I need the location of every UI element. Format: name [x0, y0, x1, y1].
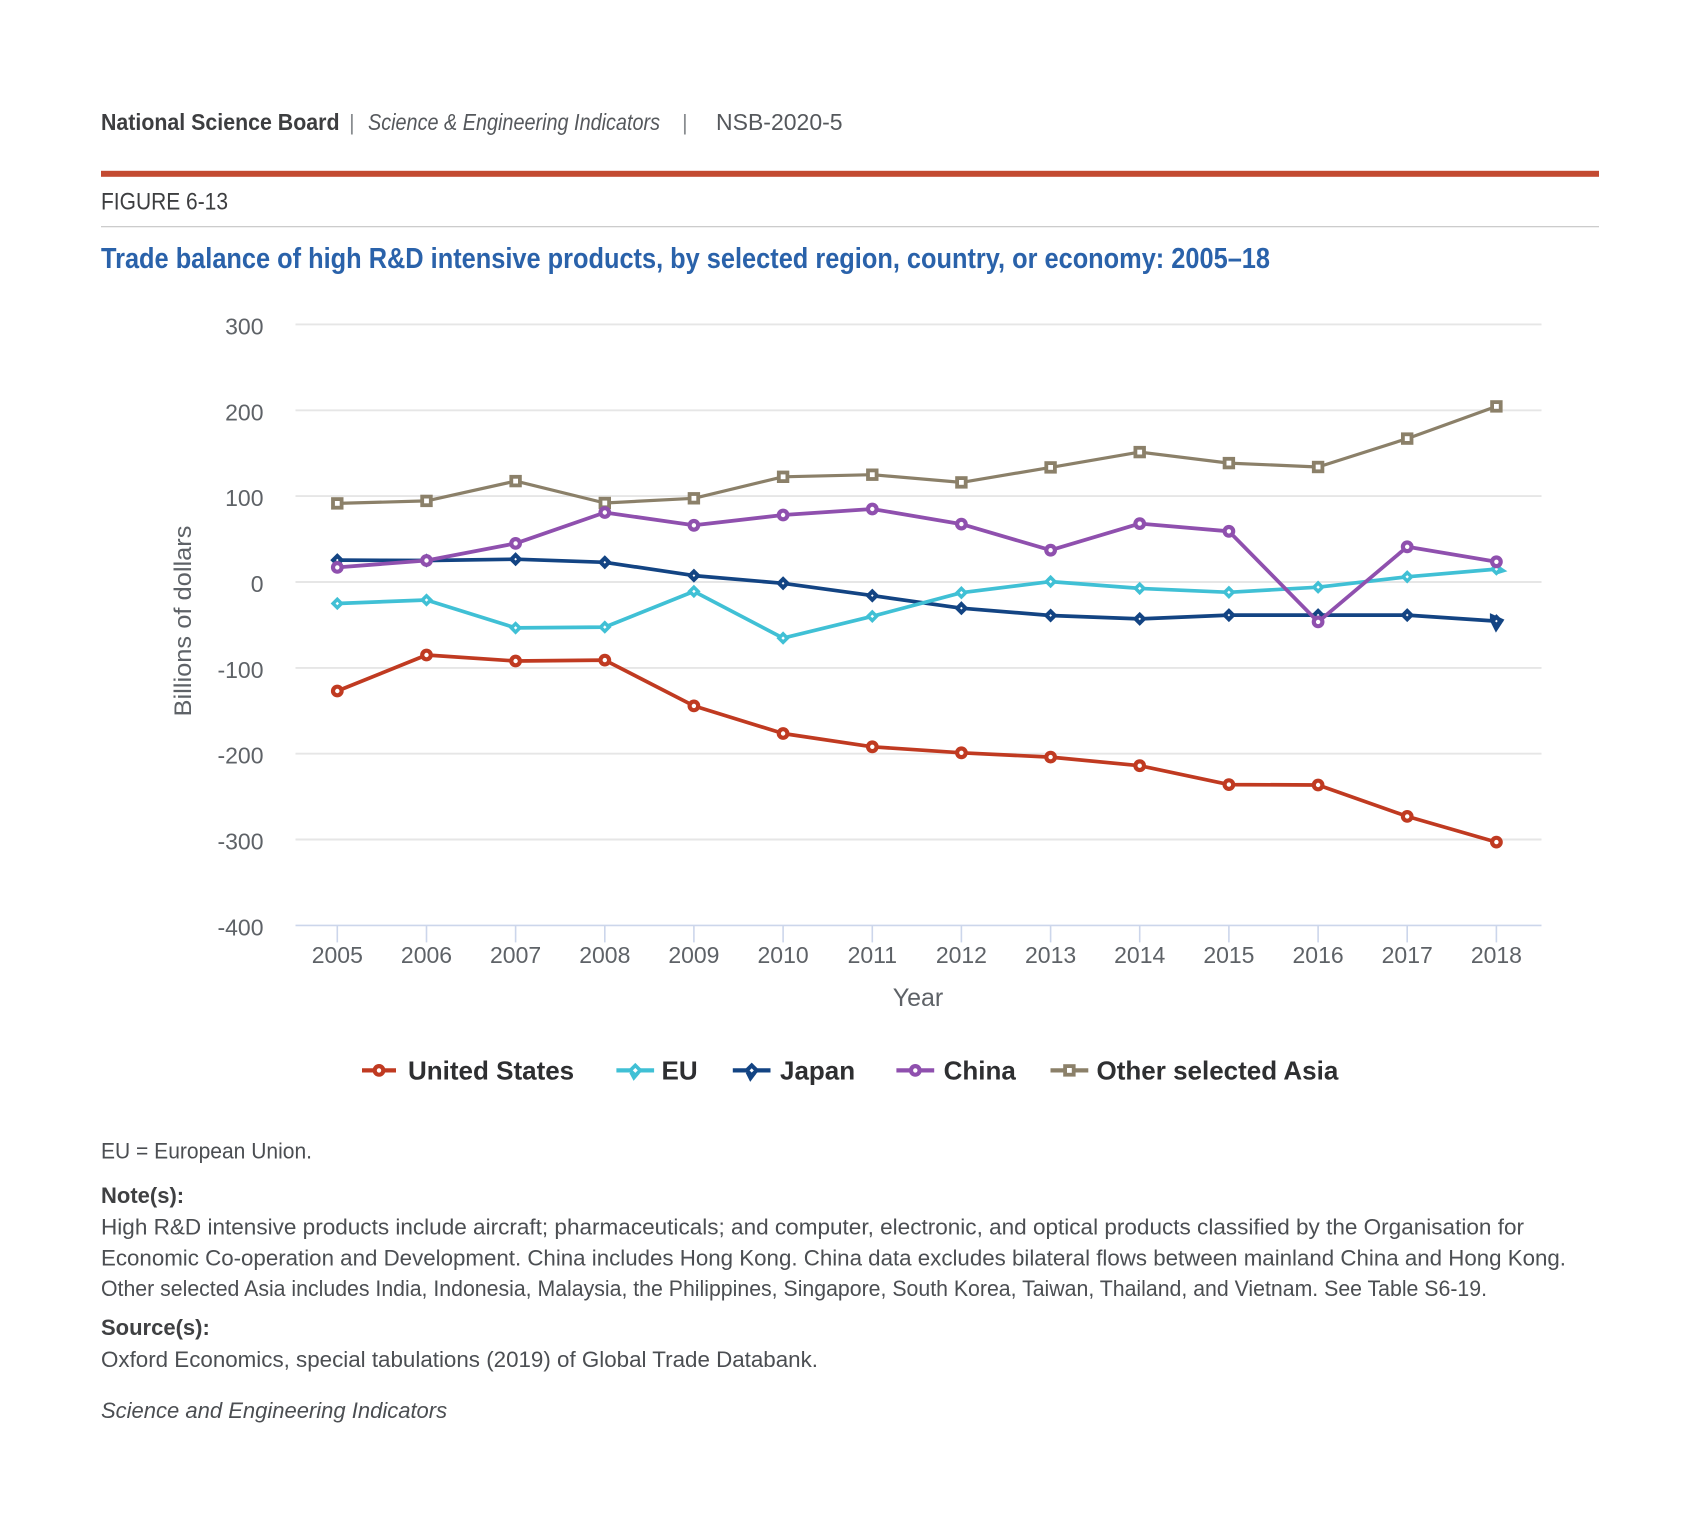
svg-text:-400: -400 [217, 914, 263, 940]
svg-text:2014: 2014 [1114, 942, 1165, 968]
svg-text:2006: 2006 [401, 942, 452, 968]
svg-text:2017: 2017 [1382, 942, 1433, 968]
svg-text:2007: 2007 [490, 942, 541, 968]
svg-text:Trade balance of high R&D inte: Trade balance of high R&D intensive prod… [101, 243, 1270, 275]
svg-text:2008: 2008 [579, 942, 630, 968]
svg-text:Note(s):: Note(s): [101, 1183, 184, 1208]
svg-text:Year: Year [893, 984, 944, 1012]
svg-text:Other selected Asia: Other selected Asia [1097, 1055, 1339, 1085]
svg-text:-100: -100 [217, 657, 263, 683]
svg-text:EU: EU [662, 1055, 698, 1085]
svg-text:Japan: Japan [780, 1055, 855, 1085]
svg-text:2012: 2012 [936, 942, 987, 968]
svg-text:0: 0 [251, 571, 264, 597]
svg-text:2015: 2015 [1203, 942, 1254, 968]
svg-text:EU = European Union.: EU = European Union. [101, 1139, 312, 1164]
svg-text:Science and Engineering Indica: Science and Engineering Indicators [101, 1398, 447, 1423]
svg-text:Other selected Asia includes I: Other selected Asia includes India, Indo… [101, 1276, 1487, 1301]
svg-text:2010: 2010 [758, 942, 809, 968]
svg-text:2016: 2016 [1293, 942, 1344, 968]
svg-text:Source(s):: Source(s): [101, 1315, 210, 1340]
svg-text:NSB-2020-5: NSB-2020-5 [716, 109, 843, 135]
svg-text:2011: 2011 [848, 942, 897, 968]
svg-text:|: | [349, 110, 355, 135]
svg-text:Oxford Economics, special tabu: Oxford Economics, special tabulations (2… [101, 1347, 818, 1372]
svg-text:2005: 2005 [312, 942, 363, 968]
svg-text:|: | [682, 110, 688, 135]
svg-text:FIGURE 6-13: FIGURE 6-13 [101, 189, 228, 216]
svg-text:-200: -200 [217, 743, 263, 769]
svg-text:Science & Engineering Indicato: Science & Engineering Indicators [368, 109, 660, 135]
svg-text:Billions of dollars: Billions of dollars [170, 526, 197, 717]
svg-text:United States: United States [408, 1055, 574, 1085]
svg-text:China: China [944, 1055, 1017, 1085]
svg-text:2018: 2018 [1471, 942, 1522, 968]
svg-text:2013: 2013 [1025, 942, 1076, 968]
svg-text:Economic Co-operation and Deve: Economic Co-operation and Development. C… [101, 1246, 1566, 1271]
svg-text:High R&D intensive products in: High R&D intensive products include airc… [101, 1214, 1524, 1239]
svg-text:100: 100 [225, 485, 263, 511]
svg-text:National Science Board: National Science Board [101, 109, 340, 135]
svg-text:2009: 2009 [668, 942, 719, 968]
svg-text:200: 200 [225, 399, 263, 425]
svg-text:300: 300 [225, 313, 263, 339]
svg-text:-300: -300 [217, 829, 263, 855]
